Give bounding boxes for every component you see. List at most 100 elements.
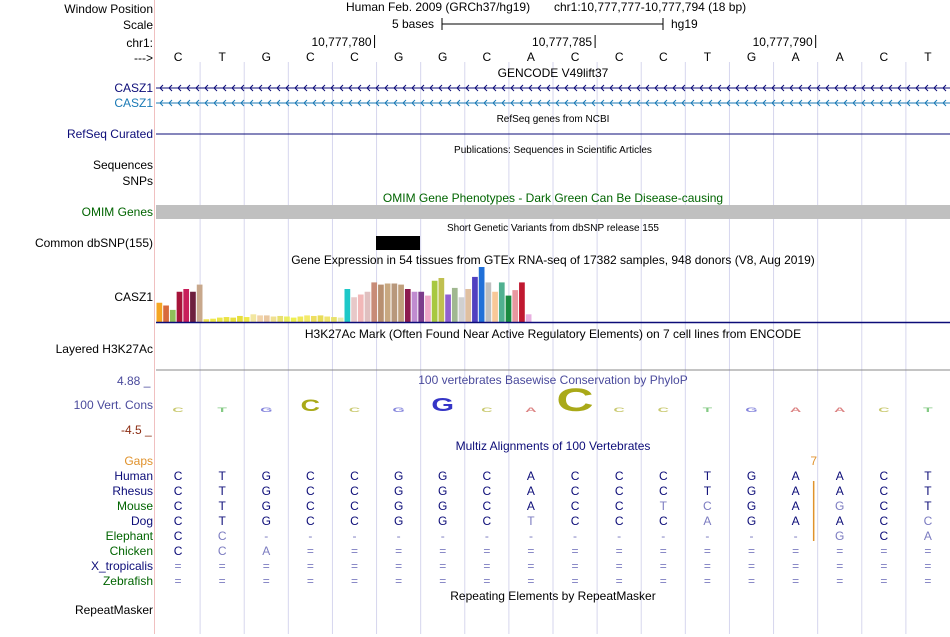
gtex-tissue-bar bbox=[438, 278, 445, 322]
assembly-label: Human Feb. 2009 (GRCh37/hg19) bbox=[346, 0, 531, 14]
gtex-tissue-bar bbox=[250, 314, 257, 322]
position-tick-label: 10,777,780 bbox=[311, 35, 371, 49]
aligned-base: C bbox=[482, 514, 491, 528]
base-letter: A bbox=[836, 50, 844, 64]
species-label-chicken[interactable]: Chicken bbox=[109, 544, 153, 558]
repeatmasker-label[interactable]: RepeatMasker bbox=[74, 603, 153, 617]
aligned-base: C bbox=[571, 499, 580, 513]
aligned-base: C bbox=[174, 484, 183, 498]
aligned-base: = bbox=[351, 574, 358, 588]
layered-h3k27ac-label[interactable]: Layered H3K27Ac bbox=[55, 342, 153, 356]
aligned-base: T bbox=[924, 484, 932, 498]
aligned-base: C bbox=[571, 484, 580, 498]
gtex-tissue-bar bbox=[183, 289, 190, 322]
aligned-base: = bbox=[748, 574, 755, 588]
cons-base-glyph: C bbox=[614, 406, 626, 413]
species-label-dog[interactable]: Dog bbox=[130, 514, 153, 528]
aligned-base: G bbox=[438, 484, 447, 498]
gtex-tissue-bar bbox=[525, 314, 532, 322]
cons-base-glyph: A bbox=[790, 406, 802, 413]
aligned-base: = bbox=[395, 559, 402, 573]
scale-db: hg19 bbox=[671, 17, 698, 31]
aligned-base: = bbox=[572, 574, 579, 588]
cons-base-glyph: C bbox=[556, 383, 593, 419]
aligned-base: A bbox=[836, 514, 844, 528]
gtex-tissue-bar bbox=[391, 283, 398, 322]
gtex-tissue-bar bbox=[297, 316, 304, 322]
aligned-base: = bbox=[572, 559, 579, 573]
base-letter: T bbox=[218, 50, 226, 64]
cons-max-label: 4.88 _ bbox=[117, 374, 151, 388]
species-label-elephant[interactable]: Elephant bbox=[105, 529, 153, 543]
aligned-base: = bbox=[616, 559, 623, 573]
aligned-base: T bbox=[218, 469, 226, 483]
gencode-casz1-label-1[interactable]: CASZ1 bbox=[114, 81, 153, 95]
scale-value: 5 bases bbox=[392, 17, 435, 31]
gtex-tissue-bar bbox=[196, 284, 203, 322]
species-label-human[interactable]: Human bbox=[114, 469, 153, 483]
refseq-curated-label[interactable]: RefSeq Curated bbox=[66, 127, 153, 141]
gtex-tissue-bar bbox=[472, 276, 478, 322]
cons-base-glyph: C bbox=[301, 396, 320, 415]
cons-base-glyph: T bbox=[703, 406, 714, 413]
position-readout[interactable]: chr1:10,777,777-10,777,794 (18 bp) bbox=[554, 0, 747, 14]
refseq-title: RefSeq genes from NCBI bbox=[496, 114, 610, 125]
species-label-zebrafish[interactable]: Zebrafish bbox=[102, 574, 153, 588]
base-letter: C bbox=[659, 50, 668, 64]
gtex-tissue-bar bbox=[223, 317, 230, 322]
base-letter: T bbox=[924, 50, 932, 64]
aligned-base: A bbox=[836, 469, 844, 483]
species-label-rhesus[interactable]: Rhesus bbox=[112, 484, 153, 498]
vert-cons-label[interactable]: 100 Vert. Cons bbox=[73, 398, 153, 412]
aligned-base: = bbox=[219, 574, 226, 588]
aligned-base: - bbox=[529, 529, 533, 543]
base-letter: C bbox=[350, 50, 359, 64]
cons-base-glyph: G bbox=[431, 395, 454, 415]
cons-base-glyph: C bbox=[658, 406, 670, 413]
species-label-mouse[interactable]: Mouse bbox=[116, 499, 153, 513]
cons-base-glyph: C bbox=[349, 406, 361, 413]
aligned-base: = bbox=[483, 544, 490, 558]
aligned-base: C bbox=[218, 544, 227, 558]
gtex-tissue-bar bbox=[257, 315, 263, 322]
track-area[interactable]: 10,777,780 10,777,785 10,777,790 C T G C C G G C A C… bbox=[156, 0, 950, 634]
aligned-base: - bbox=[573, 529, 577, 543]
gtex-tissue-bar bbox=[176, 291, 183, 322]
aligned-base: C bbox=[924, 514, 933, 528]
gtex-casz1-label[interactable]: CASZ1 bbox=[114, 290, 153, 304]
sequences-label[interactable]: Sequences bbox=[92, 158, 153, 172]
aligned-base: = bbox=[263, 574, 270, 588]
cons-min-label: -4.5 _ bbox=[121, 423, 152, 437]
aligned-base: C bbox=[306, 499, 315, 513]
aligned-base: - bbox=[264, 529, 268, 543]
aligned-base: C bbox=[218, 529, 227, 543]
aligned-base: T bbox=[924, 499, 932, 513]
gtex-tissue-bar bbox=[237, 315, 243, 322]
gencode-title: GENCODE V49lift37 bbox=[497, 66, 609, 80]
aligned-base: = bbox=[748, 559, 755, 573]
aligned-base: C bbox=[174, 469, 183, 483]
gtex-title: Gene Expression in 54 tissues from GTEx … bbox=[291, 253, 815, 267]
gtex-tissue-bar bbox=[344, 289, 351, 322]
gtex-tissue-bar bbox=[498, 282, 505, 322]
gtex-tissue-bar bbox=[290, 317, 297, 322]
base-letter: G bbox=[747, 50, 756, 64]
species-label-x_tropicalis[interactable]: X_tropicalis bbox=[90, 559, 153, 573]
aligned-base: = bbox=[616, 574, 623, 588]
aligned-base: = bbox=[439, 559, 446, 573]
aligned-base: C bbox=[174, 499, 183, 513]
snps-label[interactable]: SNPs bbox=[122, 174, 153, 188]
aligned-base: C bbox=[659, 484, 668, 498]
gtex-tissue-bar bbox=[478, 267, 485, 322]
aligned-base: G bbox=[438, 469, 447, 483]
aligned-base: G bbox=[438, 499, 447, 513]
common-dbsnp-label[interactable]: Common dbSNP(155) bbox=[34, 236, 153, 250]
cons-base-glyph: T bbox=[217, 406, 228, 413]
aligned-base: C bbox=[350, 499, 359, 513]
gencode-casz1-label-2[interactable]: CASZ1 bbox=[114, 96, 153, 110]
omim-genes-label[interactable]: OMIM Genes bbox=[81, 205, 153, 219]
gtex-tissue-bar bbox=[304, 315, 310, 322]
aligned-base: G bbox=[262, 484, 271, 498]
gtex-tissue-bar bbox=[190, 291, 196, 322]
aligned-base: C bbox=[615, 469, 624, 483]
